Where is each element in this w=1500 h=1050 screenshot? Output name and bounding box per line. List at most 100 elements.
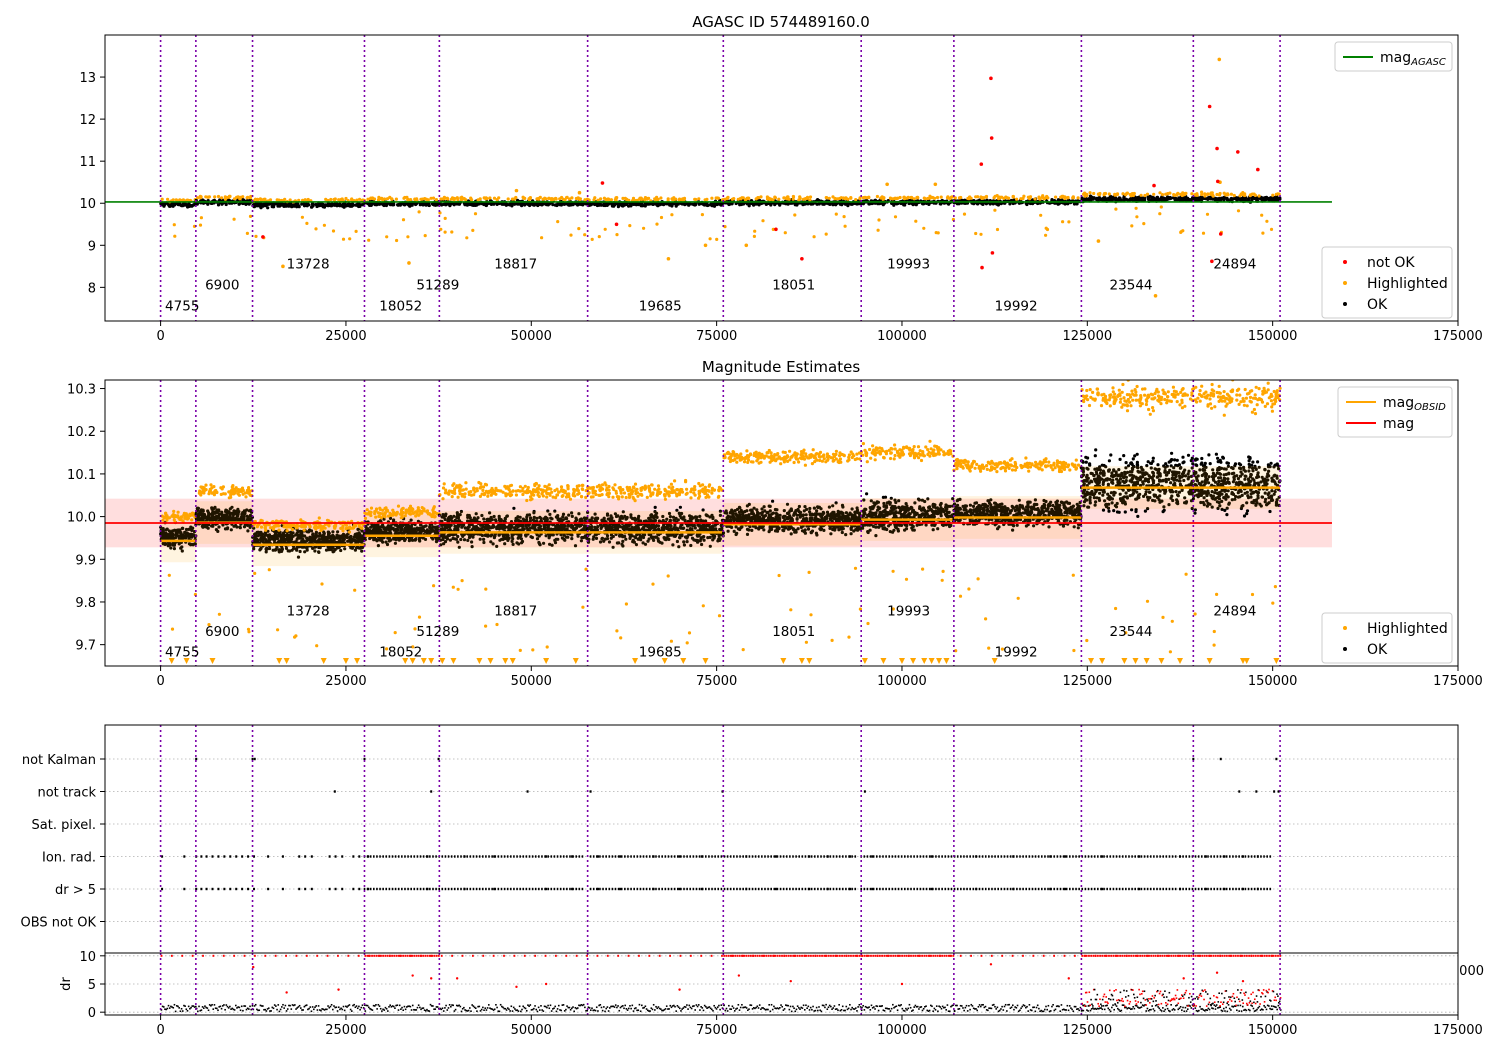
p1-highlighted-point <box>1179 230 1183 234</box>
p1-highlighted-point <box>569 233 573 237</box>
p2-highlighted-point <box>236 492 240 496</box>
p2-highlighted-point <box>182 511 186 515</box>
p1-ok-point <box>827 202 831 206</box>
p1-highlighted-point <box>1039 213 1043 217</box>
p1-ok-point <box>1122 198 1126 202</box>
p1-obsid-label: 18052 <box>379 298 422 314</box>
p1-highlighted-outlier <box>1217 57 1222 62</box>
p1-highlighted-point <box>642 226 646 230</box>
p1-ok-point <box>629 204 633 208</box>
p1-obsid-label: 4755 <box>165 298 199 314</box>
p1-highlighted-point <box>540 236 544 240</box>
p1-highlighted-point <box>916 196 920 200</box>
p2-highlighted-point <box>377 511 381 515</box>
p1-highlighted-point <box>710 196 714 200</box>
p1-ok-point <box>649 202 653 206</box>
p2-highlighted-point <box>240 486 245 490</box>
p2-highlighted-point <box>244 495 248 499</box>
p1-highlighted-point <box>565 196 569 200</box>
p1-highlighted-point <box>1240 192 1244 196</box>
p1-highlighted-point <box>979 232 983 236</box>
p1-ok-point <box>324 203 328 207</box>
p1-obsid-label: 23544 <box>1110 277 1153 293</box>
p1-bottom-legend <box>1321 246 1453 319</box>
p1-ok-point <box>1116 198 1120 202</box>
p1-ok-point <box>809 202 813 206</box>
p1-ok-point <box>426 202 430 206</box>
p1-ok-point <box>165 202 170 206</box>
p1-highlighted-point <box>329 197 333 202</box>
p2-highlighted-point <box>353 588 357 592</box>
p1-highlighted-point <box>378 197 382 201</box>
p1-ok-point <box>1155 195 1160 199</box>
p1-ok-point <box>571 203 575 207</box>
p1-highlighted-point <box>923 197 927 201</box>
p1-highlighted-point <box>1164 192 1168 196</box>
p1-obsid-label: 13728 <box>287 256 330 272</box>
p1-obsid-label: 6900 <box>205 277 239 293</box>
p1-highlighted-point <box>609 198 614 202</box>
p1-highlighted-point <box>337 198 341 202</box>
p2-highlighted-point <box>404 510 408 514</box>
p1-highlighted-point <box>1083 192 1087 196</box>
p1-highlighted-point <box>1200 192 1204 197</box>
p1-ok-point <box>1135 198 1139 202</box>
p1-highlighted-point <box>1107 192 1111 196</box>
p1-ok-point <box>320 202 325 206</box>
p1-highlighted-point <box>1092 191 1096 196</box>
p1-highlighted-point <box>344 196 348 201</box>
p1-ok-point <box>1008 202 1012 206</box>
p1-highlighted-point <box>406 235 410 239</box>
p1-not-ok-point <box>990 251 995 255</box>
p2-highlighted-point <box>294 634 298 638</box>
p1-not-ok-point <box>614 222 619 227</box>
p1-highlighted-point <box>752 234 757 238</box>
p1-highlighted-point <box>730 197 734 201</box>
p1-ok-point <box>1178 198 1182 202</box>
p1-highlighted-point <box>478 197 482 201</box>
p1-highlighted-point <box>381 198 385 202</box>
p1-highlighted-point <box>523 196 527 200</box>
p2-highlighted-point <box>267 568 271 572</box>
p1-highlighted-point <box>910 195 914 200</box>
p1-ok-point <box>960 198 964 202</box>
p1-ok-point <box>643 204 647 208</box>
p2-highlighted-point <box>408 504 413 508</box>
p1-highlighted-point <box>181 198 185 202</box>
p1-ok-point <box>315 203 319 207</box>
p1-highlighted-point <box>993 194 997 198</box>
p1-highlighted-point <box>1206 192 1210 196</box>
p1-highlighted-outlier <box>1096 239 1101 243</box>
p1-bottom-legend-label: not OK <box>1367 255 1415 271</box>
p1-highlighted-point <box>1205 212 1210 216</box>
p1-highlighted-point <box>1143 193 1147 198</box>
p1-highlighted-point <box>640 197 644 201</box>
p1-highlighted-point <box>1088 191 1092 195</box>
p2-highlighted-point <box>204 483 208 487</box>
p1-highlighted-point <box>401 218 406 222</box>
p2-highlighted-point <box>167 573 171 577</box>
p1-highlighted-point <box>370 196 375 200</box>
p2-highlighted-point <box>230 488 234 492</box>
p1-highlighted-point <box>465 236 469 240</box>
p1-highlighted-point <box>903 196 907 200</box>
p1-ok-point <box>637 202 641 207</box>
p1-highlighted-point <box>625 197 629 201</box>
p1-ok-point <box>708 203 712 207</box>
p2-highlighted-point <box>233 488 237 492</box>
p1-highlighted-point <box>367 238 371 242</box>
p1-not-ok-point <box>261 235 265 239</box>
p1-highlighted-point <box>877 218 881 222</box>
p1-highlighted-point <box>439 197 443 201</box>
p1-bottom-legend-label: OK <box>1367 297 1388 313</box>
p1-ok-point <box>1229 197 1233 201</box>
p1-highlighted-point <box>438 211 442 215</box>
p1-highlighted-point <box>1037 195 1041 199</box>
p1-ok-point <box>1143 198 1147 202</box>
p1-highlighted-point <box>1152 192 1156 196</box>
p1-highlighted-point <box>206 195 211 199</box>
p2-highlighted-point <box>432 584 436 588</box>
p1-highlighted-point <box>417 210 421 214</box>
p1-highlighted-point <box>1200 190 1204 194</box>
p1-highlighted-point <box>332 197 336 202</box>
